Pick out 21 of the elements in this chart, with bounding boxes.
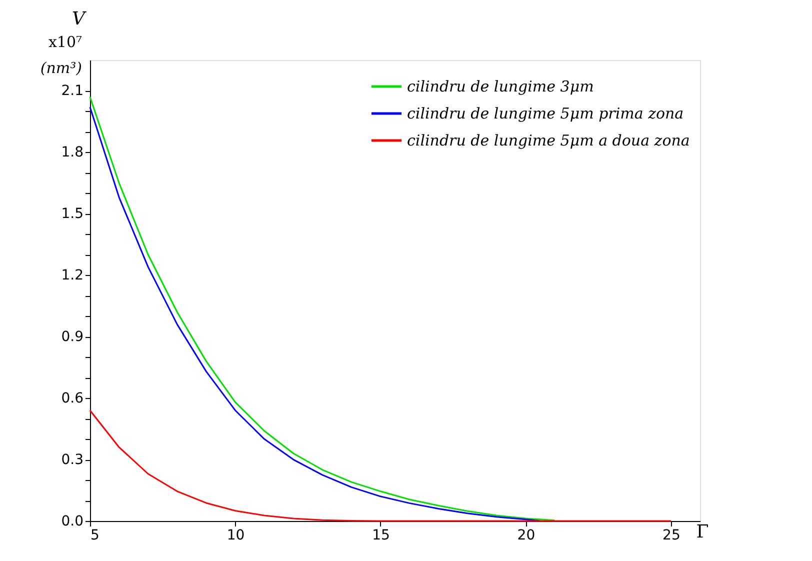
y-tick-label: 0.0: [61, 514, 84, 530]
y-tick-label: 0.3: [61, 452, 84, 468]
y-tick-label: 0.9: [61, 329, 84, 346]
line-series: [89, 410, 672, 522]
y-tick-label: 1.8: [61, 144, 84, 161]
y-tick-label: 1.5: [61, 206, 84, 222]
text: x10⁷: [48, 33, 82, 51]
legend-label: cilindru de lungime 5μm prima zona: [407, 104, 684, 122]
x-axis-title: Γ: [696, 522, 709, 542]
y-tick-label: 1.2: [61, 268, 84, 284]
x-tick-label: 20: [517, 528, 536, 544]
legend-label: cilindru de lungime 3μm: [407, 78, 594, 96]
x-tick-label: 10: [226, 528, 245, 544]
y-tick-label: 2.1: [61, 83, 84, 100]
x-tick-label: 5: [90, 528, 100, 544]
y-tick-label: 0.6: [61, 390, 84, 407]
text: (nm³): [40, 59, 82, 77]
x-tick-label: 25: [662, 528, 680, 544]
y-axis-title: V: [72, 8, 87, 30]
x-tick-label: 15: [372, 528, 390, 544]
legend-label: cilindru de lungime 5μm a doua zona: [407, 132, 690, 150]
